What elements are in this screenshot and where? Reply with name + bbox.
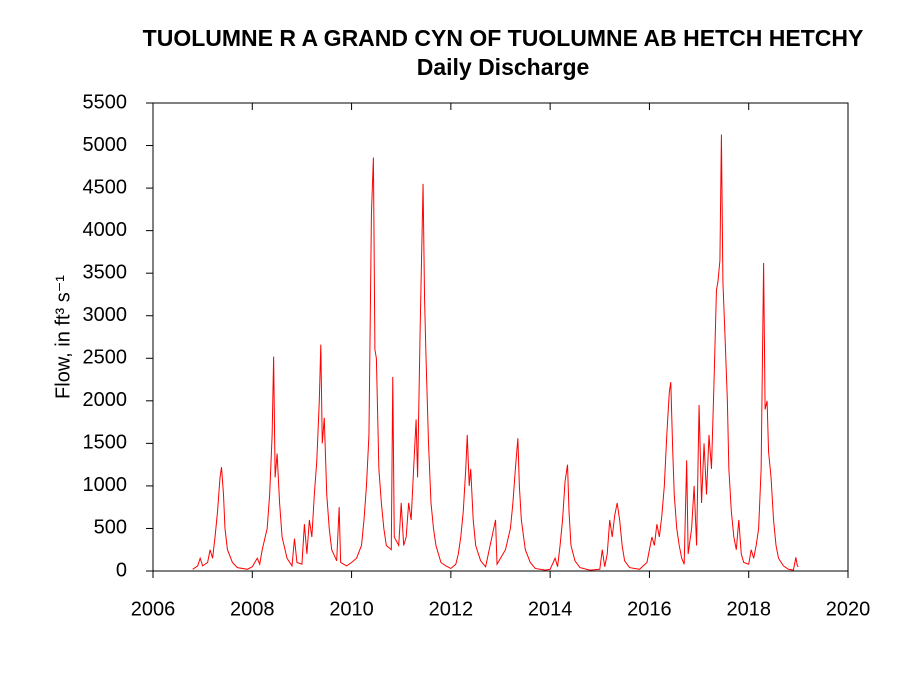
x-tick-label: 2008 [230, 598, 275, 620]
x-tick-label: 2006 [131, 598, 176, 620]
chart-subtitle: Daily Discharge [417, 54, 590, 80]
x-tick-label: 2010 [329, 598, 374, 620]
y-tick-label: 4500 [83, 176, 128, 198]
y-tick-label: 2000 [83, 389, 128, 411]
y-tick-label: 3000 [83, 304, 128, 326]
y-axis-label: Flow, in ft³ s⁻¹ [52, 275, 74, 399]
x-tick-label: 2018 [726, 598, 771, 620]
data-line [192, 134, 799, 571]
y-tick-label: 3500 [83, 261, 128, 283]
x-tick-label: 2020 [826, 598, 871, 620]
x-tick-label: 2014 [528, 598, 573, 620]
y-tick-label: 2500 [83, 347, 128, 369]
y-tick-label: 1500 [83, 432, 128, 454]
y-tick-label: 1000 [83, 474, 128, 496]
x-tick-label: 2016 [627, 598, 672, 620]
chart-title: TUOLUMNE R A GRAND CYN OF TUOLUMNE AB HE… [143, 25, 864, 51]
plot-frame [152, 102, 849, 572]
y-tick-label: 500 [94, 517, 127, 539]
x-tick-label: 2012 [429, 598, 474, 620]
y-tick-label: 5000 [83, 134, 128, 156]
y-tick-label: 5500 [83, 91, 128, 113]
y-tick-label: 4000 [83, 219, 128, 241]
y-tick-label: 0 [116, 559, 127, 581]
